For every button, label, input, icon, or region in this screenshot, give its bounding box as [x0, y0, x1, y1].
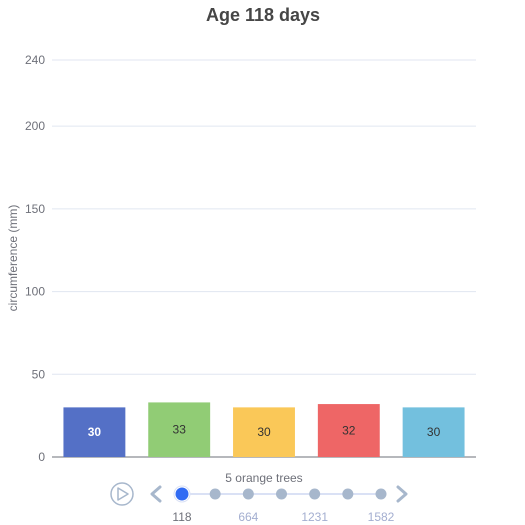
timeline-point[interactable]: [276, 488, 287, 500]
timeline: 118 664 1231 1582: [110, 482, 408, 524]
bar: [402, 407, 465, 457]
bar: [317, 404, 380, 457]
bar-value-label: 30: [427, 425, 441, 439]
prev-button[interactable]: [150, 485, 162, 503]
bar-value-label: 33: [173, 423, 187, 437]
timeline-point[interactable]: [342, 488, 354, 500]
timeline-point[interactable]: [209, 488, 221, 500]
timeline-label: 118: [172, 510, 191, 524]
timeline-point-current[interactable]: [175, 487, 189, 501]
timeline-label: 664: [238, 510, 258, 524]
play-icon-triangle: [117, 487, 129, 501]
timeline-label: 1582: [368, 510, 395, 524]
bar-value-label: 30: [88, 425, 102, 439]
play-button[interactable]: [110, 482, 134, 506]
timeline-point[interactable]: [375, 488, 387, 500]
bar: [63, 407, 126, 457]
timeline-label: 1231: [301, 510, 328, 524]
y-axis-label: circumference (mm): [6, 205, 20, 312]
chevron-right-icon: [396, 485, 408, 503]
y-tick-label: 100: [25, 285, 45, 299]
y-axis-ticks: 0 50 100 150 200 240: [25, 53, 45, 464]
chevron-left-icon: [150, 485, 162, 503]
grid-lines: [52, 59, 476, 375]
timeline-point[interactable]: [242, 488, 254, 500]
timeline-point[interactable]: [309, 488, 321, 500]
y-tick-label: 50: [32, 367, 46, 381]
chart-title: Age 118 days: [206, 5, 320, 25]
x-axis-label: 5 orange trees: [225, 471, 302, 485]
bar: [148, 402, 211, 457]
y-tick-label: 240: [25, 53, 45, 67]
play-icon: [110, 482, 134, 506]
next-button[interactable]: [396, 485, 408, 503]
y-tick-label: 150: [25, 202, 45, 216]
bar-value-label: 32: [342, 424, 356, 438]
bar-value-label: 30: [257, 425, 271, 439]
y-tick-label: 200: [25, 119, 45, 133]
y-tick-label: 0: [38, 450, 45, 464]
bars: 30 33 30 32 30: [63, 402, 465, 457]
bar: [233, 407, 295, 457]
